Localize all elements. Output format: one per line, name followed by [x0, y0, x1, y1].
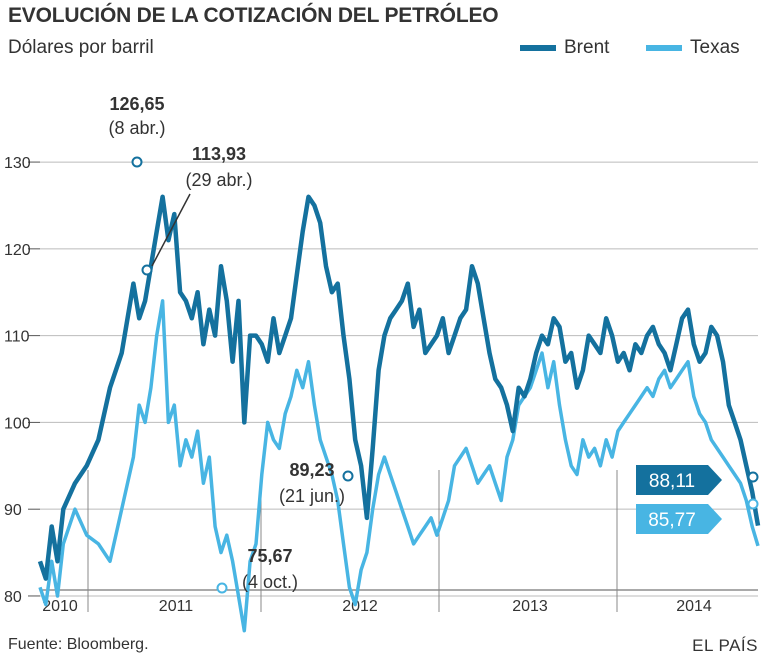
annotation-date-0: (8 abr.) — [108, 118, 165, 138]
x-tick-label-2011: 2011 — [159, 598, 194, 615]
legend-brent-label: Brent — [564, 37, 610, 58]
annotation-value-3: 89,23 — [289, 460, 334, 480]
end-label-box-texas — [636, 504, 722, 534]
y-tick-label-120: 120 — [4, 242, 31, 259]
annotation-date-3: (21 jun.) — [279, 486, 345, 506]
chart-title: EVOLUCIÓN DE LA COTIZACIÓN DEL PETRÓLEO — [8, 4, 499, 27]
annotation-date-2: (4 oct.) — [242, 572, 298, 592]
y-tick-label-130: 130 — [4, 155, 31, 172]
x-tick-label-2014: 2014 — [676, 598, 712, 615]
y-axis-unit-label: Dólares por barril — [8, 37, 154, 58]
end-label-value-texas: 85,77 — [648, 510, 696, 531]
end-point-brent — [747, 471, 759, 483]
x-tick-label-2012: 2012 — [342, 598, 378, 615]
x-tick-label-2010: 2010 — [42, 598, 78, 615]
end-label-box-brent — [636, 465, 722, 495]
y-tick-label-90: 90 — [4, 502, 22, 519]
annotation-point-0 — [131, 156, 143, 168]
legend-brent: Brent — [520, 37, 609, 59]
annotation-point-1 — [141, 264, 153, 276]
source-note: Fuente: Bloomberg. — [8, 636, 149, 653]
series-line-texas — [38, 299, 760, 633]
annotation-date-1: (29 abr.) — [185, 170, 252, 190]
y-tick-label-100: 100 — [4, 415, 31, 432]
annotation-value-1: 113,93 — [192, 144, 246, 164]
legend-brent-swatch — [520, 45, 556, 51]
legend-texas-swatch — [646, 45, 682, 51]
y-tick-label-80: 80 — [4, 589, 22, 606]
annotation-leader-1 — [151, 193, 191, 267]
y-tick-label-110: 110 — [4, 329, 30, 346]
x-tick-label-2013: 2013 — [512, 598, 548, 615]
end-label-value-brent: 88,11 — [649, 471, 695, 492]
annotation-value-2: 75,67 — [247, 546, 292, 566]
publisher-credit: EL PAÍS — [692, 636, 758, 655]
series-line-brent — [37, 194, 761, 581]
legend-texas-label: Texas — [690, 37, 740, 58]
annotation-point-2 — [216, 582, 228, 594]
end-point-texas — [747, 498, 759, 510]
annotation-point-3 — [342, 470, 354, 482]
annotation-value-0: 126,65 — [109, 94, 164, 114]
legend-texas: Texas — [646, 37, 740, 59]
